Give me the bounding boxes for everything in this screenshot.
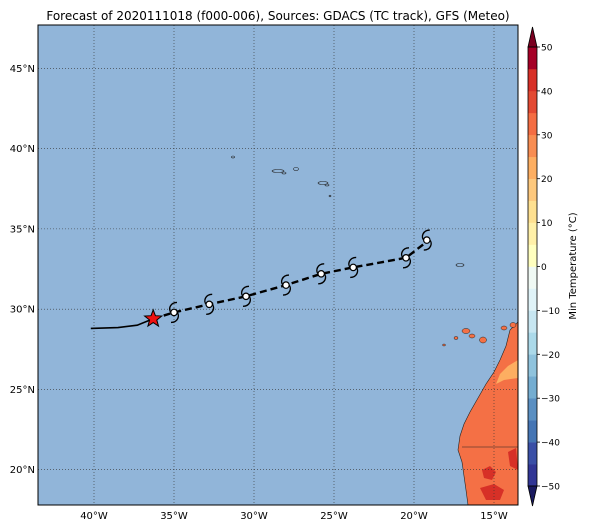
colorbar-band — [528, 222, 537, 245]
colorbar-band — [528, 178, 537, 201]
colorbar-tick-label: −20 — [541, 351, 560, 361]
storm-symbol-icon — [316, 263, 327, 285]
lon-tick-label: 25°W — [320, 511, 348, 522]
colorbar-label: Min Temperature (°C) — [568, 212, 579, 319]
lon-tick-label: 30°W — [240, 511, 268, 522]
colorbar-tick-label: −30 — [541, 395, 560, 405]
gridlines — [38, 25, 518, 505]
lon-tick-label: 15°W — [480, 511, 508, 522]
storm-symbol-icon — [240, 285, 252, 307]
colorbar-tick-label: −50 — [541, 483, 560, 493]
colorbar-band — [528, 266, 537, 289]
colorbar-band — [528, 310, 537, 333]
storm-track — [90, 229, 432, 330]
land-layer — [231, 155, 518, 505]
africa-hot-region — [480, 484, 504, 500]
colorbar-band — [528, 200, 537, 223]
storm-symbol-icon — [348, 256, 359, 279]
colorbar-band — [528, 464, 537, 487]
colorbar-band — [528, 90, 537, 114]
latitude-tick-labels: 45°N 40°N 35°N 30°N 25°N 20°N — [10, 64, 35, 476]
colorbar-under-triangle — [527, 485, 538, 507]
africa-warm-region — [496, 360, 518, 384]
colorbar-band — [528, 376, 537, 399]
colorbar-band — [528, 244, 537, 267]
colorbar-tick-label: 0 — [541, 263, 547, 273]
ocean-background — [38, 25, 518, 505]
colorbar-tick-label: 10 — [541, 219, 553, 229]
map-frame — [37, 24, 519, 506]
colorbar-band — [528, 134, 537, 158]
storm-symbol-icon — [421, 229, 432, 251]
africa-hot-region — [508, 448, 518, 470]
colorbar-tick-label: 20 — [541, 175, 553, 185]
longitude-tick-labels: 40°W 35°W 30°W 25°W 20°W 15°W — [80, 511, 508, 522]
past-track-line — [90, 318, 154, 330]
colorbar-over-triangle — [527, 26, 538, 48]
colorbar-tick-label: −10 — [541, 307, 560, 317]
colorbar-band — [528, 156, 537, 179]
lat-tick-label: 30°N — [10, 305, 35, 316]
colorbar-band — [528, 332, 537, 355]
lon-tick-label: 35°W — [160, 511, 188, 522]
colorbar-band — [528, 288, 537, 311]
colorbar — [527, 26, 538, 507]
colorbar-tick-label: 40 — [541, 87, 553, 97]
storm-symbol-icon — [168, 301, 180, 324]
colorbar-band — [528, 68, 537, 92]
lat-tick-label: 35°N — [10, 224, 35, 235]
canary-islands — [442, 322, 517, 347]
colorbar-tick-labels: −50 −40 −30 −20 −10 0 10 20 30 40 50 — [537, 44, 560, 493]
lat-tick-label: 20°N — [10, 465, 35, 476]
storm-symbol-icon — [280, 274, 292, 296]
current-position-star-icon — [143, 308, 164, 328]
lat-tick-label: 25°N — [10, 385, 35, 396]
colorbar-band — [528, 420, 537, 443]
lon-tick-label: 40°W — [80, 511, 108, 522]
colorbar-band — [528, 354, 537, 377]
colorbar-band — [528, 442, 537, 465]
storm-symbol-icon — [400, 247, 412, 269]
storm-symbol-icon — [204, 293, 215, 315]
colorbar-tick-label: 50 — [541, 44, 553, 54]
lat-tick-label: 45°N — [10, 64, 35, 75]
map-panel — [37, 24, 519, 506]
lon-tick-label: 20°W — [400, 511, 428, 522]
africa-land — [457, 321, 518, 505]
colorbar-band — [528, 112, 537, 136]
atlantic-islands — [231, 155, 465, 267]
colorbar-tick-label: −40 — [541, 439, 560, 449]
figure-title: Forecast of 2020111018 (f000-006), Sourc… — [46, 9, 509, 23]
colorbar-band — [528, 398, 537, 421]
colorbar-tick-label: 30 — [541, 131, 553, 141]
lat-tick-label: 40°N — [10, 144, 35, 155]
colorbar-band — [528, 47, 537, 70]
